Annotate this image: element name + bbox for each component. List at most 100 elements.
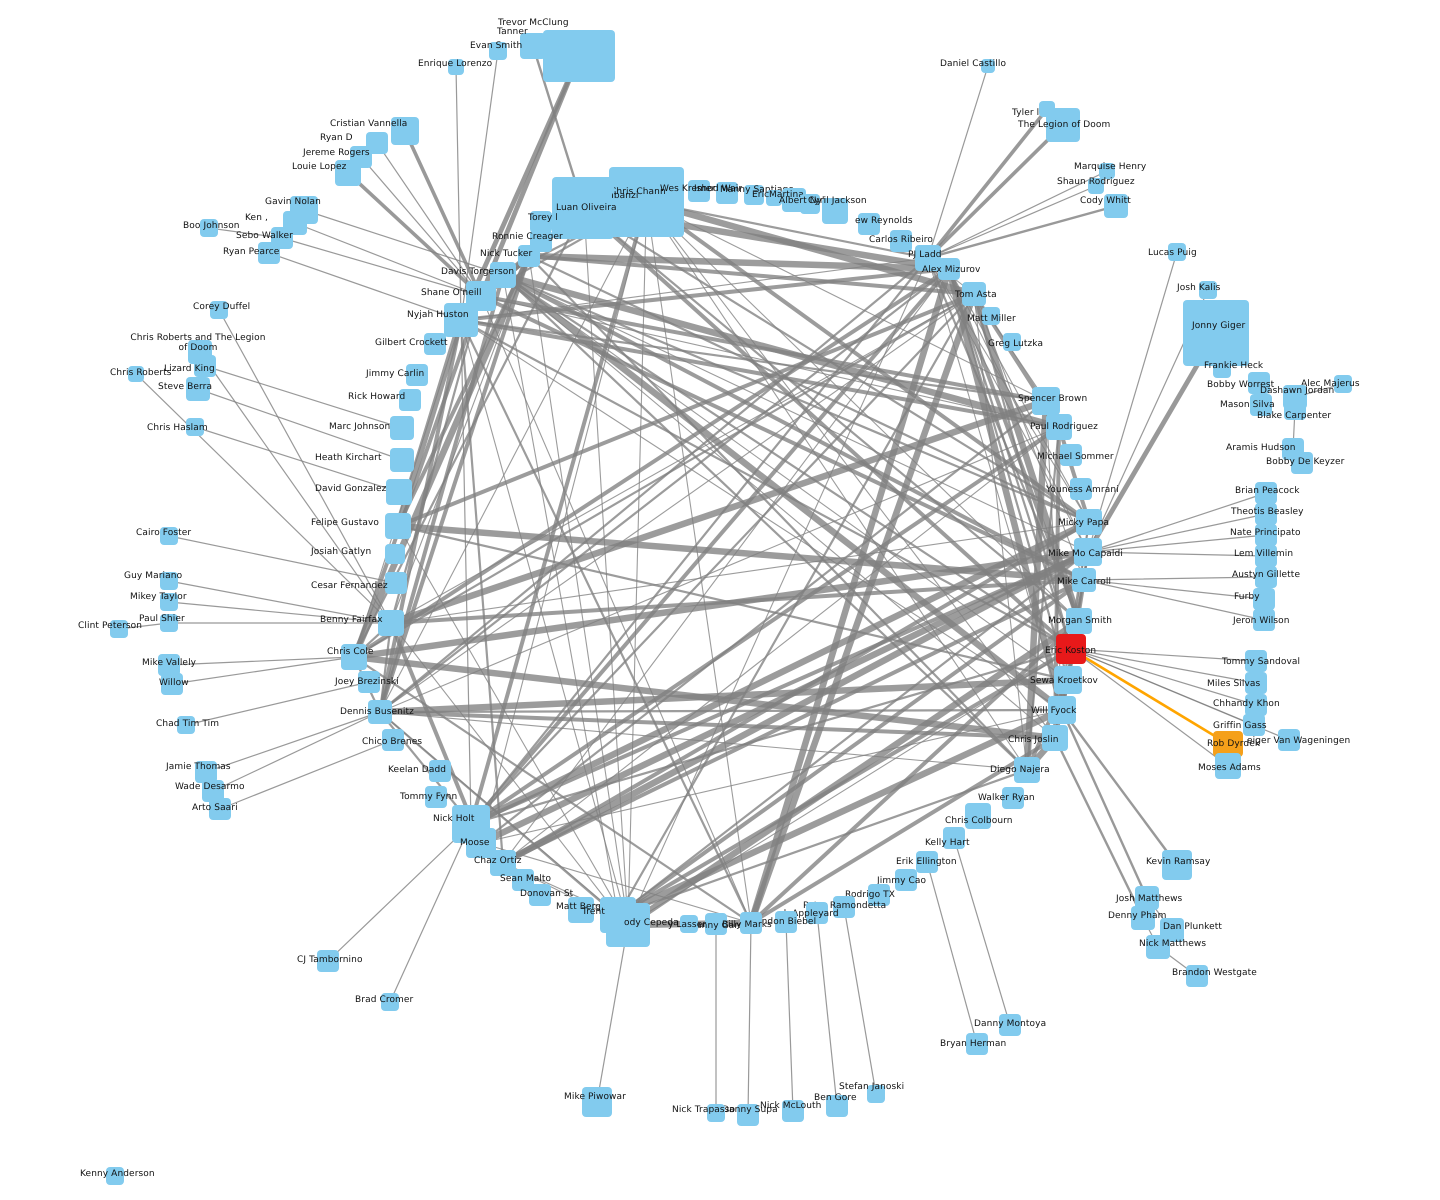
graph-node-chris-roberts[interactable] — [128, 366, 144, 382]
graph-node-joey-brezinski[interactable] — [358, 671, 380, 693]
graph-node-youness-amrani[interactable] — [1070, 478, 1092, 500]
graph-node-cody-whitt[interactable] — [1104, 194, 1128, 218]
graph-node-bobby-de-keyzer[interactable] — [1291, 452, 1313, 474]
graph-node-louie-lopez[interactable] — [335, 160, 361, 186]
graph-node-moses-adams[interactable] — [1215, 753, 1241, 779]
graph-node-brandon-biebel[interactable] — [775, 911, 797, 933]
graph-node-chhandy-khon[interactable] — [1245, 694, 1267, 716]
graph-node-tom-asta[interactable] — [962, 282, 986, 306]
graph-node-erik-ellington[interactable] — [916, 851, 938, 873]
graph-node-matt-miller[interactable] — [982, 307, 1000, 325]
graph-node-cyril-jackson[interactable] — [822, 198, 848, 224]
graph-node-nick-tucker[interactable] — [518, 245, 540, 267]
graph-node-chaz-ortiz[interactable] — [490, 850, 516, 876]
graph-node-enrique-lorenzo[interactable] — [448, 59, 464, 75]
graph-node-cesar-fernandez[interactable] — [385, 572, 407, 594]
graph-node-ben-gore[interactable] — [826, 1095, 848, 1117]
graph-node-gilbert-crockett[interactable] — [424, 333, 446, 355]
graph-node-rodrigo-tx[interactable] — [868, 884, 890, 906]
graph-node-frankie-heck[interactable] — [1213, 360, 1231, 378]
graph-node-tommy-lasser[interactable] — [680, 915, 698, 933]
graph-node-blake-carpenter[interactable] — [1284, 398, 1306, 420]
graph-node-paul-shier[interactable] — [160, 614, 178, 632]
graph-node-stefan-janoski[interactable] — [867, 1085, 885, 1103]
graph-node-matt-bergen[interactable] — [568, 897, 594, 923]
graph-node-lizard-king[interactable] — [194, 355, 216, 377]
graph-node-josh-kalis[interactable] — [1199, 281, 1217, 299]
graph-node-cj-tambornino[interactable] — [317, 950, 339, 972]
graph-node-greg-lutzka[interactable] — [1003, 333, 1021, 351]
graph-node-felipe-gustavo[interactable] — [385, 513, 411, 539]
graph-node-jonny-giger[interactable] — [1183, 300, 1249, 366]
graph-node-nate-principato[interactable] — [1255, 524, 1277, 546]
graph-node-pj-ladd[interactable] — [915, 245, 941, 271]
graph-node-chris-chann[interactable] — [609, 167, 684, 237]
graph-node-jimmy-cao[interactable] — [895, 869, 917, 891]
graph-node-keelan-dadd[interactable] — [429, 760, 451, 782]
graph-node-morgan-smith[interactable] — [1066, 608, 1092, 634]
graph-node-rick-howard[interactable] — [399, 389, 421, 411]
graph-node-mark-appleyard[interactable] — [806, 902, 828, 924]
graph-node-nick-trapasso[interactable] — [707, 1104, 725, 1122]
graph-node-alex-mizurov[interactable] — [938, 258, 960, 280]
graph-node-donovan-st[interactable] — [529, 884, 551, 906]
graph-node-peter-ramondetta[interactable] — [833, 896, 855, 918]
graph-node-marc-johnson[interactable] — [390, 416, 414, 440]
graph-node-mike-vallely[interactable] — [158, 654, 180, 676]
graph-node-josiah-gatlyn[interactable] — [385, 544, 405, 564]
graph-node-benny-fairfax[interactable] — [378, 610, 404, 636]
graph-node-heath-kirchart[interactable] — [390, 448, 414, 472]
graph-node-rob-dyrdek[interactable] — [1213, 731, 1243, 757]
graph-node-wade-desarmo[interactable] — [202, 780, 224, 802]
graph-node-sean-malto[interactable] — [512, 869, 534, 891]
graph-node-ishod-wair[interactable] — [716, 182, 738, 204]
graph-node-kenny-anderson[interactable] — [106, 1167, 124, 1185]
graph-node-boo-johnson[interactable] — [200, 219, 218, 237]
graph-node-wes-kremer[interactable] — [688, 180, 710, 202]
graph-node-mikey-taylor[interactable] — [160, 593, 178, 611]
graph-node-kelly-hart[interactable] — [943, 827, 965, 849]
graph-node-andrew-reynolds[interactable] — [858, 213, 880, 235]
graph-node-paul-rodriguez[interactable] — [1046, 414, 1072, 440]
graph-node-austyn-gillette[interactable] — [1255, 566, 1277, 588]
graph-node-shaun-rodriguez[interactable] — [1088, 178, 1104, 194]
graph-node-willow[interactable] — [161, 673, 183, 695]
graph-node-tanner[interactable] — [520, 33, 546, 59]
graph-node-luan-oliveira[interactable] — [556, 181, 612, 237]
graph-node-jeron-wilson[interactable] — [1253, 609, 1275, 631]
graph-node-manny-santiago[interactable] — [744, 185, 764, 205]
graph-node-eric-koston[interactable] — [1056, 634, 1086, 664]
graph-node-nyjah-huston[interactable] — [444, 303, 478, 337]
graph-node-nick-mclouth[interactable] — [782, 1100, 804, 1122]
graph-node-furby[interactable] — [1253, 588, 1275, 610]
graph-node-steve-berra[interactable] — [186, 377, 210, 401]
graph-node-torey-p[interactable] — [530, 211, 552, 233]
graph-node-eric-n[interactable] — [766, 190, 782, 206]
graph-node-tommy-sandoval[interactable] — [1245, 650, 1267, 672]
graph-node-miles-silvas[interactable] — [1245, 672, 1267, 694]
graph-node-danny-montoya[interactable] — [999, 1014, 1021, 1036]
graph-node-alec-majerus[interactable] — [1334, 375, 1352, 393]
graph-node-clint-peterson[interactable] — [110, 620, 128, 638]
graph-node-brian-peacock[interactable] — [1255, 482, 1277, 504]
graph-node-chris-joslin[interactable] — [1042, 725, 1068, 751]
graph-node-cristian-vannella[interactable] — [391, 117, 419, 145]
graph-node-chris-colbourn[interactable] — [965, 803, 991, 829]
graph-node-billy-marks[interactable] — [740, 912, 762, 934]
graph-node-kevin-ramsay[interactable] — [1162, 850, 1192, 880]
graph-node-denny-pham[interactable] — [1131, 906, 1155, 930]
graph-node-mike-piwowar[interactable] — [582, 1087, 612, 1117]
graph-node-albert-nyberg[interactable] — [800, 194, 820, 214]
graph-node-jimmy-carlin[interactable] — [406, 364, 428, 386]
graph-node-dennis-busenitz[interactable] — [368, 700, 392, 724]
graph-node-cody-cepeda[interactable] — [606, 903, 650, 947]
graph-node-tommy-fynn[interactable] — [425, 786, 447, 808]
graph-node-micky-papa[interactable] — [1076, 509, 1102, 535]
graph-node-the-legion-of-doom[interactable] — [1046, 108, 1080, 142]
graph-node-gavin-nolan[interactable] — [290, 196, 318, 224]
graph-node-guy-mariano[interactable] — [160, 572, 178, 590]
graph-node-brad-cromer[interactable] — [381, 993, 399, 1011]
graph-node-danny-garcia[interactable] — [705, 913, 727, 935]
